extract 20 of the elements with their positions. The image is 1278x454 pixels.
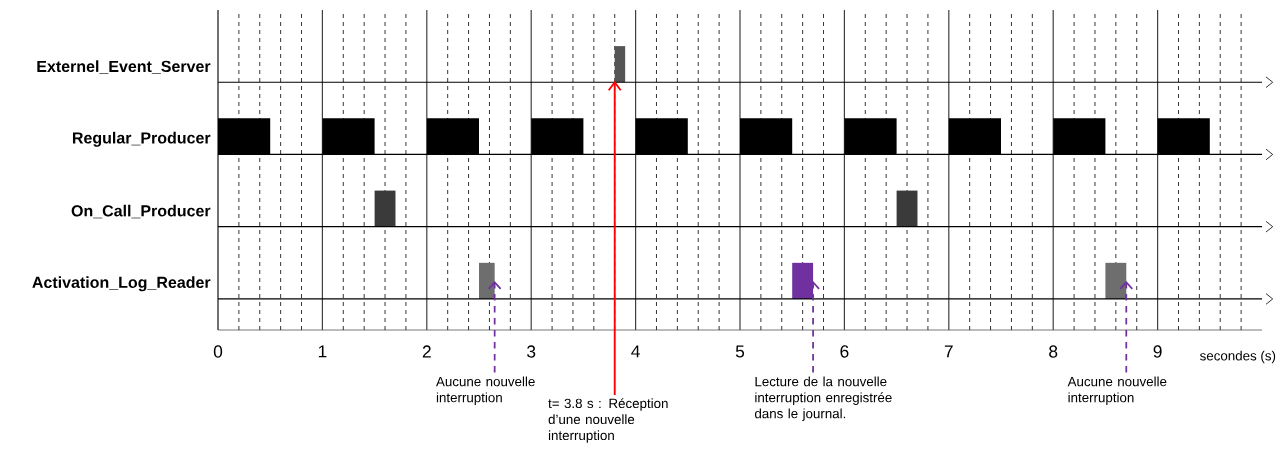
x-tick-label: 2 <box>422 345 431 358</box>
x-tick-label: 0 <box>213 345 223 358</box>
x-tick-label: 5 <box>735 345 745 358</box>
x-tick-label: 3 <box>527 345 536 358</box>
y-tick-label: Regular_Producer <box>72 131 211 147</box>
annotation: Lecture de la nouvelle interruption enregistrée dans le journal. <box>754 376 892 421</box>
x-tick-label: 7 <box>944 345 953 358</box>
annotation: Aucune nouvelle interruption <box>436 376 535 405</box>
bar <box>614 46 626 83</box>
x-tick-label: 4 <box>631 345 640 358</box>
y-tick-label: Externel_Event_Server <box>37 60 211 74</box>
x-tick-label: 1 <box>318 345 327 358</box>
y-tick-label: Activation_Log_Reader <box>32 276 211 292</box>
ref-line-label: t= 3.8 s : Réception d’une nouvelle interruption <box>548 398 668 443</box>
y-tick-label: On_Call_Producer <box>71 204 211 219</box>
x-axis-title: secondes (s) <box>1200 350 1276 364</box>
annotation: Aucune nouvelle interruption <box>1067 376 1167 405</box>
x-tick-label: 8 <box>1049 345 1058 358</box>
x-tick-label: 6 <box>840 345 849 358</box>
x-tick-label: 9 <box>1153 345 1162 358</box>
